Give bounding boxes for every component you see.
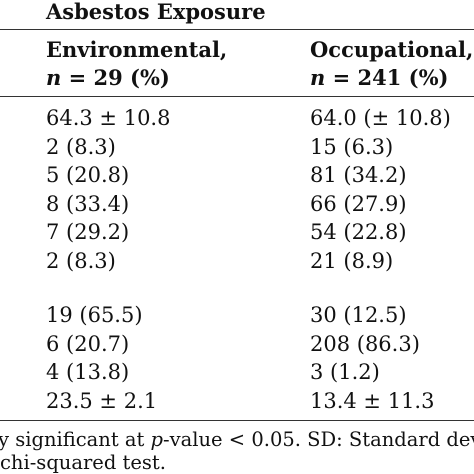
- footnote-text-a: y significant at: [0, 428, 151, 451]
- table-cell-occupational: 3 (1.2): [310, 360, 380, 384]
- table-cell-environmental: 7 (29.2): [46, 220, 130, 244]
- table-cell-occupational: 15 (6.3): [310, 135, 394, 159]
- table-cell-occupational: 81 (34.2): [310, 163, 407, 187]
- footnote-significance: y significant at p-value < 0.05. SD: Sta…: [0, 427, 474, 453]
- table-cell-occupational: 21 (8.9): [310, 249, 394, 273]
- column-header-occupational-label: Occupational,: [310, 37, 474, 62]
- table-cell-environmental: 19 (65.5): [46, 303, 143, 327]
- bottom-rule: [0, 420, 474, 421]
- column-header-occupational-n: = 241 (%): [325, 65, 449, 90]
- table-cell-environmental: 2 (8.3): [46, 135, 116, 159]
- column-header-environmental: Environmental, n = 29 (%): [46, 36, 227, 92]
- group-header-asbestos-exposure: Asbestos Exposure: [46, 0, 266, 24]
- table-cell-environmental: 8 (33.4): [46, 192, 130, 216]
- table-cell-occupational: 13.4 ± 11.3: [310, 389, 435, 413]
- n-symbol: n: [310, 65, 326, 90]
- top-rule: [0, 29, 474, 30]
- header-rule: [0, 96, 474, 97]
- footnote-test: chi-squared test.: [0, 451, 166, 474]
- table-cell-occupational: 54 (22.8): [310, 220, 407, 244]
- table-cell-occupational: 64.0 (± 10.8): [310, 106, 451, 130]
- footnote-p-symbol: p: [150, 428, 164, 451]
- column-header-occupational: Occupational, n = 241 (%): [310, 36, 473, 92]
- table-cell-environmental: 5 (20.8): [46, 163, 130, 187]
- column-header-environmental-label: Environmental,: [46, 37, 228, 62]
- column-header-environmental-n: = 29 (%): [61, 65, 170, 90]
- table-cell-environmental: 4 (13.8): [46, 360, 130, 384]
- table-cell-environmental: 23.5 ± 2.1: [46, 389, 158, 413]
- table-cell-occupational: 30 (12.5): [310, 303, 407, 327]
- table-cell-occupational: 208 (86.3): [310, 332, 420, 356]
- column-header-environmental-count: n = 29 (%): [46, 64, 227, 92]
- column-header-occupational-count: n = 241 (%): [310, 64, 473, 92]
- table-cell-environmental: 64.3 ± 10.8: [46, 106, 171, 130]
- table-cell-environmental: 2 (8.3): [46, 249, 116, 273]
- n-symbol: n: [46, 65, 62, 90]
- table-cell-occupational: 66 (27.9): [310, 192, 407, 216]
- table-cell-environmental: 6 (20.7): [46, 332, 130, 356]
- footnote-text-b: -value < 0.05. SD: Standard devi: [163, 428, 474, 451]
